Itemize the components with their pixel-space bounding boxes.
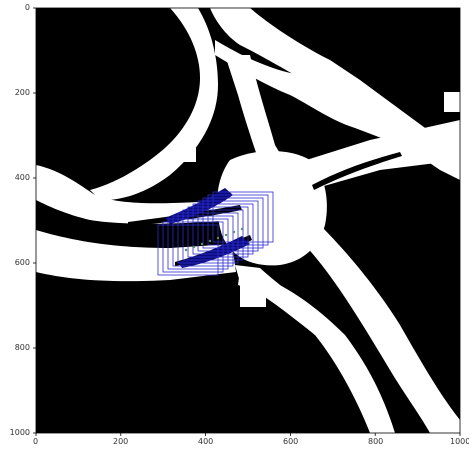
road-segment bbox=[225, 55, 290, 170]
bounding-boxes bbox=[157, 191, 274, 276]
road-segment bbox=[36, 165, 235, 224]
y-tick-label: 1000 bbox=[9, 428, 30, 437]
x-tick-label: 800 bbox=[368, 437, 384, 446]
median bbox=[312, 152, 402, 190]
y-tick-label: 600 bbox=[14, 258, 30, 267]
axes-frame bbox=[35, 7, 461, 434]
road-stub bbox=[444, 92, 460, 112]
y-tick-label: 0 bbox=[24, 3, 30, 12]
y-tick-label: 400 bbox=[14, 173, 30, 182]
x-tick-label: 1000 bbox=[450, 437, 469, 446]
road-segment bbox=[36, 230, 236, 282]
x-tick-label: 0 bbox=[33, 437, 39, 446]
y-axis-ticks bbox=[33, 7, 36, 434]
x-tick-label: 400 bbox=[198, 437, 214, 446]
road-segment bbox=[300, 225, 460, 433]
x-tick-label: 200 bbox=[113, 437, 129, 446]
road-network bbox=[36, 8, 460, 433]
road-segment bbox=[238, 270, 395, 433]
y-tick-label: 200 bbox=[14, 88, 30, 97]
y-tick-label: 800 bbox=[14, 343, 30, 352]
trajectory-points bbox=[184, 227, 244, 252]
road-stub bbox=[240, 285, 266, 307]
road-stub bbox=[178, 148, 196, 162]
x-axis-ticks bbox=[35, 433, 461, 436]
x-tick-label: 600 bbox=[283, 437, 299, 446]
vehicle-region bbox=[165, 188, 233, 224]
junction bbox=[217, 151, 327, 266]
